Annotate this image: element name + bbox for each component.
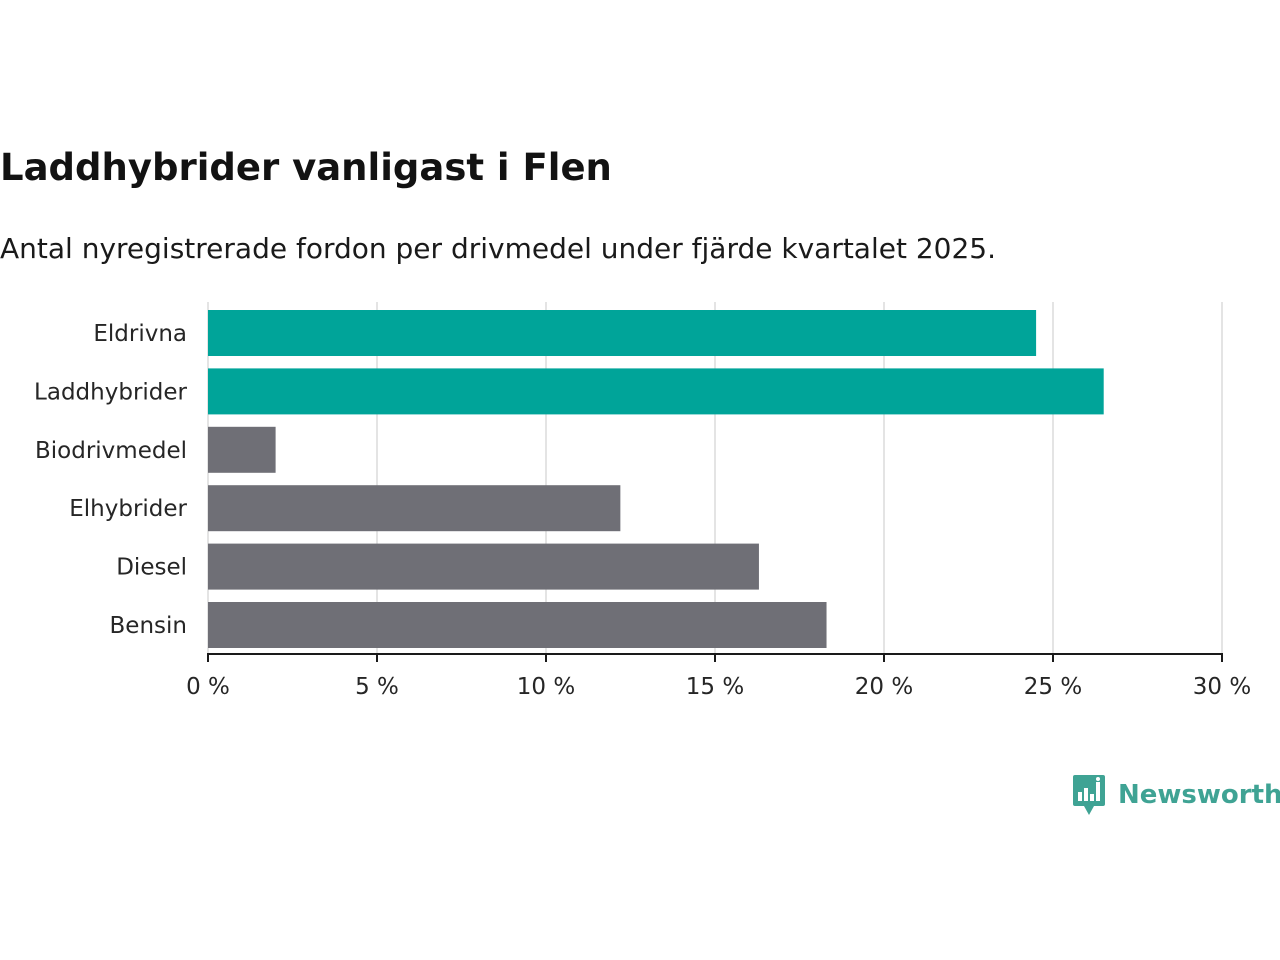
x-tick-label: 25 % [1024,674,1082,700]
newsworthy-logo-icon [1073,775,1105,815]
bars [208,310,1104,648]
category-label: Biodrivmedel [35,438,187,464]
chart-subtitle: Antal nyregistrerade fordon per drivmede… [0,232,997,265]
bar-diesel [208,543,759,590]
bar-bensin [208,602,827,648]
category-labels: Eldrivna Laddhybrider Biodrivmedel Elhybrid… [34,321,187,639]
x-tick-label: 20 % [855,674,913,700]
newsworthy-brand-name: Newsworthy [1118,780,1280,810]
x-tick-label: 0 % [186,674,230,700]
bar-laddhybrider [208,368,1104,415]
category-label: Diesel [116,555,187,581]
category-label: Elhybrider [69,496,187,522]
category-label: Bensin [110,613,187,639]
chart-title: Laddhybrider vanligast i Flen [0,146,612,189]
gridlines [207,302,1223,654]
x-tick-label: 15 % [686,674,744,700]
x-tick-label: 10 % [517,674,575,700]
x-tick-label: 5 % [355,674,399,700]
bar-eldrivna [208,310,1037,356]
category-label: Eldrivna [93,321,187,347]
x-axis: 0 % 5 % 10 % 15 % 20 % 25 % 30 % [186,653,1251,700]
x-tick-label: 30 % [1193,674,1251,700]
bar-biodrivmedel [208,426,276,473]
bar-elhybrider [208,485,621,532]
newsworthy-brand: Newsworthy [1072,774,1280,816]
category-label: Laddhybrider [34,379,187,405]
